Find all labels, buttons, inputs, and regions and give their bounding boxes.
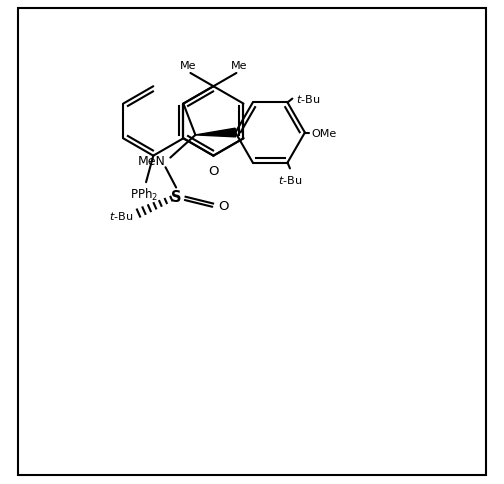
Text: S: S (171, 189, 181, 204)
Text: Me: Me (230, 60, 247, 71)
Text: MeN: MeN (138, 155, 165, 167)
Text: $t$-Bu: $t$-Bu (296, 92, 321, 105)
Text: Me: Me (180, 60, 196, 71)
FancyBboxPatch shape (18, 9, 486, 475)
Text: PPh$_2$: PPh$_2$ (130, 186, 158, 202)
Text: $t$-Bu: $t$-Bu (108, 210, 133, 222)
Text: O: O (218, 200, 229, 213)
Text: OMe: OMe (311, 128, 337, 138)
Text: $t$-Bu: $t$-Bu (278, 174, 302, 186)
Polygon shape (196, 129, 236, 137)
Text: O: O (208, 165, 219, 178)
